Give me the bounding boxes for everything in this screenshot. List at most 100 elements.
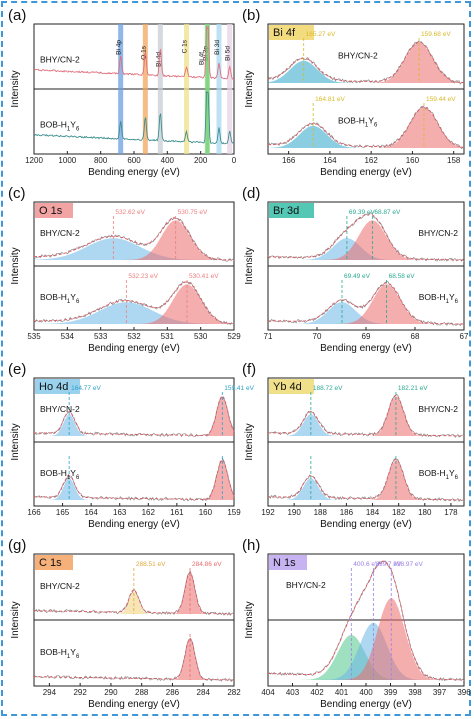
sample-label: BHY/CN-2 <box>418 228 458 238</box>
peak-label: 400.6 eV <box>353 561 380 568</box>
element-label-box <box>35 555 73 570</box>
x-tick-label: 400 <box>359 688 373 697</box>
x-tick-label: 402 <box>310 688 324 697</box>
x-tick-label: 399 <box>384 688 398 697</box>
sample-label: BHY/CN-2 <box>338 51 378 61</box>
fit-component-peak <box>34 460 234 500</box>
fit-component-peak <box>268 460 464 500</box>
x-tick-label: 164 <box>323 156 337 165</box>
peak-band <box>184 24 189 154</box>
panel-label: (b) <box>242 7 260 24</box>
raw-data-trace <box>33 638 235 682</box>
x-tick-label: 164 <box>84 508 98 517</box>
fit-component-peak <box>34 238 234 260</box>
peak-label: 532.62 eV <box>115 209 145 216</box>
fit-envelope <box>268 394 464 437</box>
peak-label: 159.44 eV <box>426 96 456 103</box>
x-tick-label: 166 <box>282 156 296 165</box>
survey-spectrum <box>33 91 235 145</box>
peak-label: 164.77 eV <box>71 385 101 392</box>
x-tick-label: 400 <box>161 156 175 165</box>
fit-component-peak <box>268 42 464 83</box>
x-tick-label: 161 <box>170 508 184 517</box>
fit-component-peak <box>34 396 234 436</box>
x-tick-label: 288 <box>135 688 149 697</box>
x-tick-label: 600 <box>127 156 141 165</box>
x-tick-label: 396 <box>457 688 471 697</box>
x-tick-label: 158 <box>447 156 461 165</box>
peak-label: 69.49 eV <box>344 273 371 280</box>
x-axis-label: Bending energy (eV) <box>320 699 412 710</box>
fit-envelope <box>268 213 464 261</box>
peak-label: 164.81 eV <box>315 96 345 103</box>
peak-label: 399.7 eV <box>375 561 402 568</box>
peak-label: 68.58 eV <box>389 273 416 280</box>
x-tick-label: 192 <box>261 508 275 517</box>
x-tick-label: 200 <box>194 156 208 165</box>
x-tick-label: 1000 <box>58 156 76 165</box>
fit-component-peak <box>268 107 464 148</box>
y-axis-label: Intensity <box>10 247 21 284</box>
x-axis-label: Bending energy (eV) <box>88 343 180 354</box>
x-tick-label: 294 <box>43 688 57 697</box>
element-label: N 1s <box>273 557 296 569</box>
x-tick-label: 180 <box>418 508 432 517</box>
fit-component-peak <box>34 302 234 324</box>
x-tick-label: 292 <box>73 688 87 697</box>
element-label-box <box>269 25 314 40</box>
fit-envelope <box>34 637 234 681</box>
fit-envelope <box>268 560 464 681</box>
panel-f-yb4d: (f) 192 190 188 186 184 182 180 178 Bending energ… <box>240 360 470 536</box>
x-axis-label: Bending energy (eV) <box>88 519 180 530</box>
raw-data-trace <box>267 394 465 438</box>
x-tick-label: 190 <box>287 508 301 517</box>
panel-label: (c) <box>8 185 26 202</box>
x-tick-label: 529 <box>227 332 241 341</box>
peak-label: 182.21 eV <box>398 385 428 392</box>
peak-band <box>142 24 148 154</box>
fit-component-peak <box>34 284 234 324</box>
x-tick-label: 159 <box>227 508 241 517</box>
y-axis-label: Intensity <box>244 247 255 284</box>
fit-component-peak <box>268 622 464 680</box>
element-label-box <box>269 203 314 218</box>
fit-component-peak <box>268 414 464 436</box>
x-axis-label: Bending energy (eV) <box>320 167 412 178</box>
peak-band <box>118 24 124 154</box>
peak-band <box>157 24 163 154</box>
panel-label: (g) <box>8 537 26 554</box>
band-label: O 1s <box>140 45 147 59</box>
band-label: Bi 4d <box>155 52 162 67</box>
fit-envelope <box>268 458 464 501</box>
y-axis-label: Intensity <box>10 601 21 638</box>
x-tick-label: 403 <box>286 688 300 697</box>
raw-data-trace <box>33 216 235 262</box>
element-label: Ho 4d <box>39 381 68 393</box>
element-label: Br 3d <box>273 205 299 217</box>
fit-component-peak <box>34 414 234 436</box>
x-tick-label: 800 <box>94 156 108 165</box>
element-label-box <box>35 379 80 394</box>
element-label-box <box>269 555 307 570</box>
raw-data-trace <box>33 458 235 502</box>
sample-label: BHY/CN-2 <box>40 228 80 238</box>
peak-band <box>227 24 233 154</box>
sample-label: BHY/CN-2 <box>40 55 80 65</box>
peak-band <box>216 24 222 154</box>
panel-a-survey: (a) 1200 1000 800 600 400 200 0 Bending energy (… <box>6 6 240 184</box>
x-tick-label: 534 <box>61 332 75 341</box>
panel-d-br3d: (d) 71 70 69 68 67 Bending energy (eV) Intensit… <box>240 184 470 360</box>
x-tick-label: 160 <box>199 508 213 517</box>
peak-label: 284.86 eV <box>192 561 222 568</box>
x-tick-label: 398 <box>408 688 422 697</box>
x-tick-label: 184 <box>366 508 380 517</box>
x-axis-label: Bending energy (eV) <box>320 343 412 354</box>
peak-label: 159.41 eV <box>224 385 254 392</box>
y-axis-label: Intensity <box>10 423 21 460</box>
x-tick-label: 69 <box>362 332 371 341</box>
fit-component-peak <box>34 478 234 500</box>
element-label: Bi 4f <box>273 27 296 39</box>
panel-c-o1s: (c) 535 534 533 532 531 530 529 Bending energy (… <box>6 184 241 360</box>
band-label: Bi 4p <box>116 40 123 55</box>
